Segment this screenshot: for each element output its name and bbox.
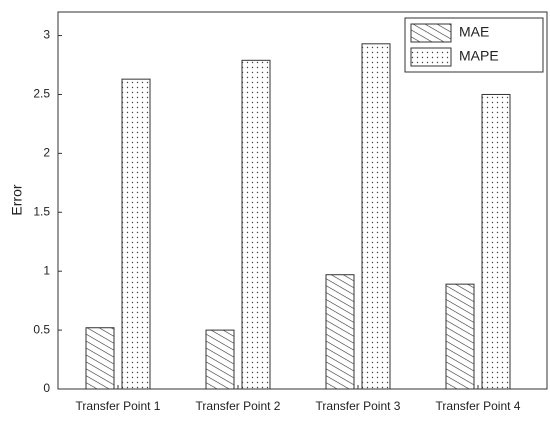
bar — [85, 327, 115, 390]
y-tick-label: 0 — [43, 381, 50, 395]
bar — [121, 78, 151, 390]
x-tick-label: Transfer Point 4 — [436, 399, 521, 413]
x-tick-label: Transfer Point 1 — [76, 399, 161, 413]
bar — [241, 59, 271, 390]
y-tick-label: 2.5 — [33, 87, 50, 101]
bar — [481, 93, 511, 390]
y-tick-label: 1.5 — [33, 204, 50, 218]
y-tick-label: 2 — [43, 146, 50, 160]
y-tick-label: 1 — [43, 263, 50, 277]
y-tick-label: 3 — [43, 28, 50, 42]
y-axis-label: Error — [9, 184, 25, 215]
bar — [445, 283, 475, 390]
legend-label: MAE — [459, 24, 489, 40]
legend-swatch — [410, 47, 452, 67]
legend-swatch — [410, 23, 452, 43]
plot-area — [57, 11, 548, 390]
legend-label: MAPE — [459, 48, 499, 64]
bar — [205, 329, 235, 390]
bar — [325, 274, 355, 390]
y-tick-label: 0.5 — [33, 322, 50, 336]
x-tick-label: Transfer Point 2 — [196, 399, 281, 413]
bar — [361, 43, 391, 390]
x-tick-label: Transfer Point 3 — [316, 399, 401, 413]
